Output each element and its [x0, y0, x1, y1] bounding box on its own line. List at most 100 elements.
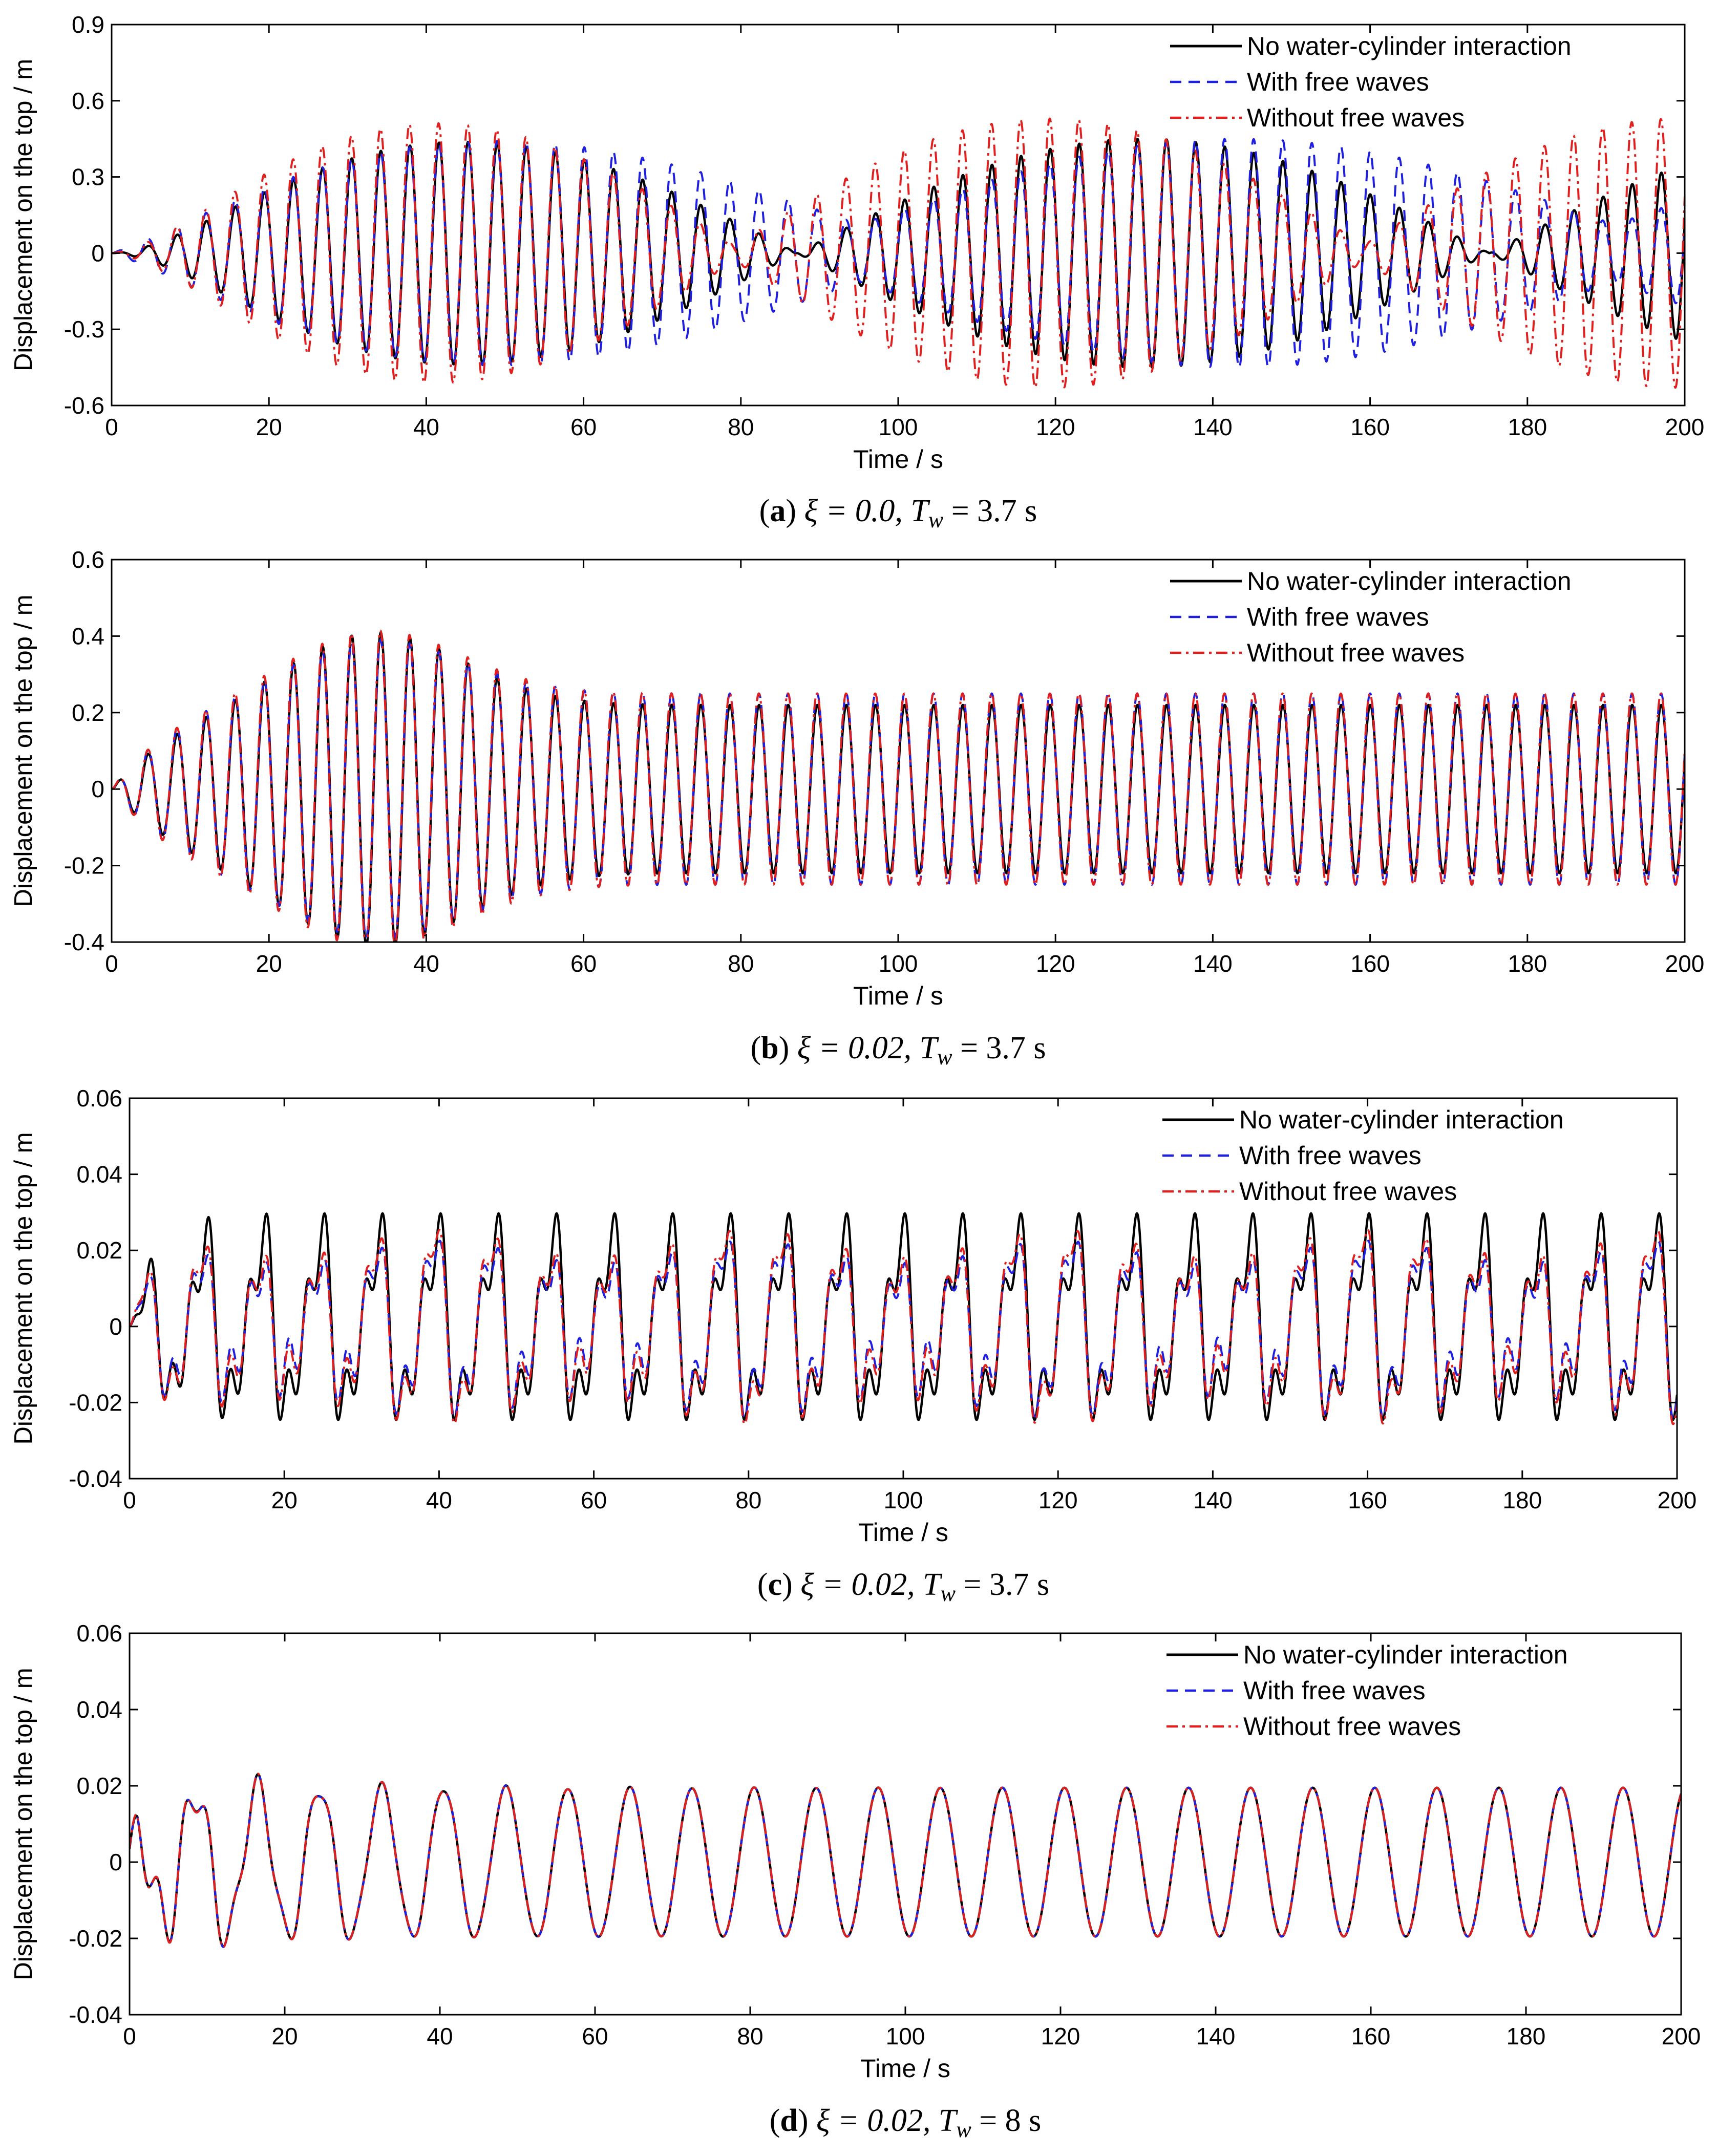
series-group: [112, 117, 1685, 389]
x-tick-label: 140: [1193, 950, 1233, 977]
caption-open-paren: (: [757, 1567, 768, 1602]
series-line-without-free-waves: [112, 629, 1685, 942]
x-tick-label: 40: [413, 414, 439, 440]
chart-panel-b: 0 20 40 60 80 100 120 140 160 180 200 -0.4 -0.2 0 0.2 0…: [10, 546, 1704, 1070]
series-line-without-free-waves: [112, 117, 1685, 389]
series-line-no-interaction: [130, 1212, 1677, 1421]
x-axis-label: Time / s: [853, 981, 943, 1010]
x-tick-label: 20: [256, 414, 282, 440]
y-tick-label: -0.02: [69, 1925, 122, 1952]
series-group: [112, 629, 1685, 942]
y-tick-label: 0.02: [76, 1773, 122, 1799]
x-tick-label: 0: [105, 414, 118, 440]
panel-caption: (b) ξ = 0.02, Tw = 3.7 s: [750, 1031, 1046, 1070]
caption-xi: ξ = 0.02,: [797, 1031, 920, 1065]
caption-letter: b: [761, 1031, 778, 1065]
x-tick-label: 120: [1036, 950, 1075, 977]
y-tick-label: 0.6: [72, 546, 104, 573]
x-tick-label: 120: [1041, 2023, 1080, 2050]
y-tick-label: 0.4: [72, 623, 104, 649]
legend-label: No water-cylinder interaction: [1247, 32, 1572, 60]
x-tick-label: 40: [427, 2023, 453, 2050]
caption-t: T: [939, 2103, 959, 2138]
x-tick-label: 60: [570, 414, 597, 440]
x-tick-label: 140: [1193, 1487, 1233, 1513]
panel-caption: (d) ξ = 0.02, Tw = 8 s: [770, 2103, 1042, 2142]
caption-t-subscript: w: [956, 2117, 971, 2142]
y-tick-label: 0.04: [76, 1161, 122, 1188]
y-tick-label: 0.04: [76, 1696, 122, 1723]
panel-caption: (c) ξ = 0.02, Tw = 3.7 s: [757, 1567, 1049, 1606]
y-tick-label: -0.6: [64, 392, 104, 419]
caption-close-paren: ): [786, 494, 804, 528]
series-line-without-free-waves: [130, 1229, 1677, 1425]
y-tick-label: 0: [109, 1313, 122, 1340]
legend-label: With free waves: [1247, 603, 1429, 631]
x-tick-label: 0: [105, 950, 118, 977]
legend-label: No water-cylinder interaction: [1247, 567, 1572, 595]
x-tick-label: 100: [884, 1487, 923, 1513]
x-tick-label: 200: [1662, 2023, 1701, 2050]
caption-close-paren: ): [798, 2103, 816, 2138]
x-tick-label: 40: [426, 1487, 452, 1513]
chart-panel-d: 0 20 40 60 80 100 120 140 160 180 200 -0.04 -0.02 0 0.…: [10, 1620, 1701, 2142]
legend-label: No water-cylinder interaction: [1239, 1105, 1564, 1134]
x-tick-label: 180: [1507, 2023, 1546, 2050]
x-tick-label: 140: [1193, 414, 1233, 440]
caption-t: T: [910, 494, 930, 528]
y-tick-label: 0.02: [76, 1237, 122, 1264]
caption-open-paren: (: [750, 1031, 761, 1065]
legend-label: Without free waves: [1247, 103, 1465, 132]
y-axis-label: Displacement on the top / m: [10, 1668, 37, 1980]
y-tick-label: 0.2: [72, 699, 104, 726]
plot-frame: [129, 1632, 1682, 2016]
x-axis-label: Time / s: [853, 445, 943, 474]
caption-close-paren: ): [782, 1567, 800, 1602]
y-axis-label: Displacement on the top / m: [10, 1132, 37, 1444]
chart-panel-c: 0 20 40 60 80 100 120 140 160 180 200 -0.04 -0.02 0 0.…: [10, 1085, 1696, 1606]
x-tick-label: 200: [1658, 1487, 1697, 1513]
caption-tw-value: = 3.7 s: [952, 1031, 1046, 1065]
x-tick-label: 120: [1038, 1487, 1078, 1513]
x-axis-label: Time / s: [858, 1518, 948, 1547]
chart-panel-a: 0 20 40 60 80 100 120 140 160 180 200 -0.6 -0.3 0 0.3 0…: [10, 11, 1704, 532]
y-tick-label: 0: [109, 1849, 122, 1875]
caption-open-paren: (: [759, 494, 770, 528]
x-tick-label: 40: [413, 950, 439, 977]
x-tick-label: 160: [1348, 1487, 1387, 1513]
series-line-with-free-waves: [112, 138, 1685, 369]
x-tick-label: 80: [737, 2023, 763, 2050]
y-tick-label: 0.06: [76, 1620, 122, 1647]
x-tick-label: 0: [123, 2023, 136, 2050]
caption-tw-value: = 3.7 s: [943, 494, 1037, 528]
x-tick-label: 160: [1350, 950, 1390, 977]
caption-letter: d: [780, 2103, 797, 2138]
x-tick-label: 100: [879, 414, 918, 440]
y-axis-label: Displacement on the top / m: [10, 594, 37, 907]
legend-label: No water-cylinder interaction: [1243, 1640, 1568, 1669]
caption-letter: c: [768, 1567, 782, 1602]
series-line-without-free-waves: [130, 1773, 1681, 1949]
y-tick-label: -0.04: [69, 1465, 122, 1492]
y-tick-label: 0.6: [72, 88, 104, 114]
legend-label: With free waves: [1239, 1141, 1422, 1170]
series-line-with-free-waves: [130, 1773, 1681, 1948]
x-tick-label: 180: [1508, 950, 1547, 977]
legend-label: Without free waves: [1239, 1177, 1457, 1206]
x-tick-label: 120: [1036, 414, 1075, 440]
x-tick-label: 20: [271, 2023, 298, 2050]
plot-frame: [129, 1097, 1678, 1480]
legend-label: Without free waves: [1243, 1712, 1461, 1741]
x-tick-label: 20: [256, 950, 282, 977]
legend-label: Without free waves: [1247, 638, 1465, 667]
y-tick-label: -0.4: [64, 929, 104, 955]
series-group: [130, 1212, 1677, 1425]
series-line-no-interaction: [130, 1773, 1681, 1948]
y-tick-label: -0.2: [64, 852, 104, 879]
y-axis-label: Displacement on the top / m: [10, 59, 37, 371]
x-tick-label: 20: [271, 1487, 298, 1513]
x-axis-label: Time / s: [860, 2054, 950, 2083]
x-tick-label: 180: [1508, 414, 1547, 440]
caption-t-subscript: w: [941, 1581, 956, 1606]
